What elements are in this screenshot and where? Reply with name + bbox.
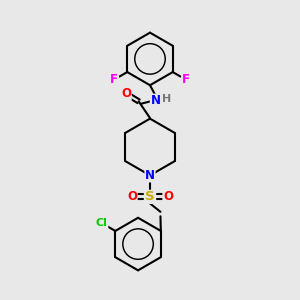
Text: O: O xyxy=(121,87,131,101)
Text: O: O xyxy=(163,190,173,203)
Text: H: H xyxy=(162,94,171,104)
Text: N: N xyxy=(150,94,161,107)
Text: S: S xyxy=(145,190,155,203)
Text: Cl: Cl xyxy=(96,218,108,228)
Text: F: F xyxy=(182,73,190,86)
Text: N: N xyxy=(145,169,155,182)
Text: O: O xyxy=(127,190,137,203)
Text: F: F xyxy=(110,73,118,86)
